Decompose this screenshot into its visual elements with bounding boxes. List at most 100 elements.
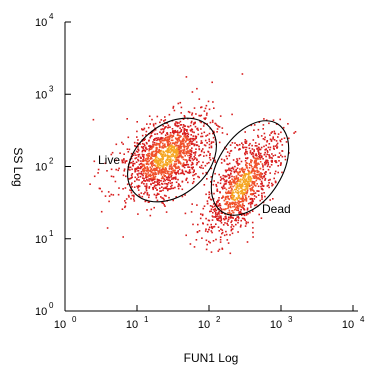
scatter-point <box>252 156 255 158</box>
scatter-point <box>258 163 260 165</box>
scatter-point <box>230 215 232 217</box>
scatter-point <box>187 110 190 113</box>
scatter-point <box>210 210 212 212</box>
scatter-point <box>193 107 196 109</box>
scatter-point <box>166 164 168 167</box>
scatter-point <box>256 190 258 192</box>
scatter-point <box>280 162 282 164</box>
scatter-point <box>203 184 206 186</box>
scatter-point <box>217 226 220 228</box>
scatter-point <box>136 130 138 133</box>
scatter-point <box>220 158 223 161</box>
scatter-point <box>225 230 227 233</box>
scatter-point <box>151 179 154 181</box>
scatter-point <box>186 160 188 163</box>
scatter-point <box>228 212 231 214</box>
scatter-point <box>252 227 254 229</box>
scatter-point <box>141 150 144 153</box>
scatter-point <box>143 172 145 175</box>
scatter-point <box>269 146 272 149</box>
scatter-point <box>184 194 186 196</box>
scatter-point <box>151 165 154 168</box>
scatter-point <box>100 210 103 213</box>
scatter-point <box>252 175 254 177</box>
scatter-point <box>225 233 228 236</box>
scatter-point <box>183 115 186 117</box>
scatter-point <box>250 201 253 203</box>
scatter-point <box>264 149 266 151</box>
scatter-point <box>265 161 268 164</box>
scatter-point <box>193 131 195 134</box>
scatter-point <box>253 162 256 164</box>
scatter-point <box>208 197 210 199</box>
scatter-point <box>247 185 249 188</box>
scatter-point <box>177 102 180 105</box>
scatter-point <box>223 160 226 162</box>
scatter-point <box>148 160 150 162</box>
scatter-point <box>143 171 145 173</box>
scatter-point <box>249 204 252 206</box>
scatter-point <box>294 131 297 133</box>
scatter-point <box>164 170 167 172</box>
scatter-point <box>225 181 228 183</box>
scatter-point <box>166 141 169 144</box>
scatter-point <box>263 145 265 148</box>
scatter-point <box>123 153 125 155</box>
gate-live <box>127 117 217 203</box>
scatter-point <box>227 212 229 214</box>
scatter-point <box>164 127 166 129</box>
scatter-point <box>187 139 189 141</box>
scatter-point <box>259 156 261 159</box>
scatter-point <box>274 154 277 156</box>
scatter-point <box>137 159 140 162</box>
scatter-point <box>234 208 237 210</box>
scatter-point <box>176 125 179 128</box>
scatter-point <box>245 140 248 142</box>
scatter-point <box>149 178 151 180</box>
scatter-point <box>219 179 222 182</box>
scatter-point <box>278 152 281 154</box>
scatter-point <box>89 183 91 185</box>
scatter-point <box>250 184 253 186</box>
scatter-point <box>241 167 244 169</box>
scatter-point <box>200 114 203 117</box>
scatter-point <box>241 182 244 185</box>
scatter-point <box>210 145 213 148</box>
scatter-point <box>184 125 187 127</box>
scatter-point <box>169 158 172 160</box>
scatter-point <box>223 183 226 186</box>
scatter-point <box>249 171 251 174</box>
scatter-point <box>252 169 255 172</box>
scatter-point <box>157 180 160 182</box>
scatter-point <box>187 154 189 157</box>
scatter-point <box>256 164 258 166</box>
scatter-point <box>204 230 207 232</box>
scatter-point <box>147 167 149 169</box>
scatter-point <box>145 175 147 177</box>
scatter-point <box>137 167 139 169</box>
scatter-point <box>145 141 148 144</box>
scatter-point <box>200 142 202 144</box>
scatter-point <box>162 144 164 147</box>
scatter-point <box>152 187 155 189</box>
scatter-point <box>164 153 166 155</box>
scatter-point <box>157 138 159 141</box>
scatter-point <box>154 129 157 131</box>
scatter-point <box>164 167 167 169</box>
scatter-point <box>212 206 214 208</box>
scatter-point <box>266 149 269 152</box>
scatter-point <box>271 157 273 159</box>
scatter-point <box>175 172 177 174</box>
scatter-point <box>155 144 158 146</box>
scatter-point <box>203 123 206 125</box>
scatter-point <box>162 187 165 190</box>
scatter-point <box>227 206 230 209</box>
scatter-point <box>171 128 174 130</box>
scatter-point <box>174 164 176 167</box>
scatter-point <box>175 160 178 163</box>
scatter-point <box>221 229 224 231</box>
scatter-point <box>270 139 273 141</box>
scatter-point <box>171 181 173 184</box>
scatter-point <box>149 144 151 147</box>
